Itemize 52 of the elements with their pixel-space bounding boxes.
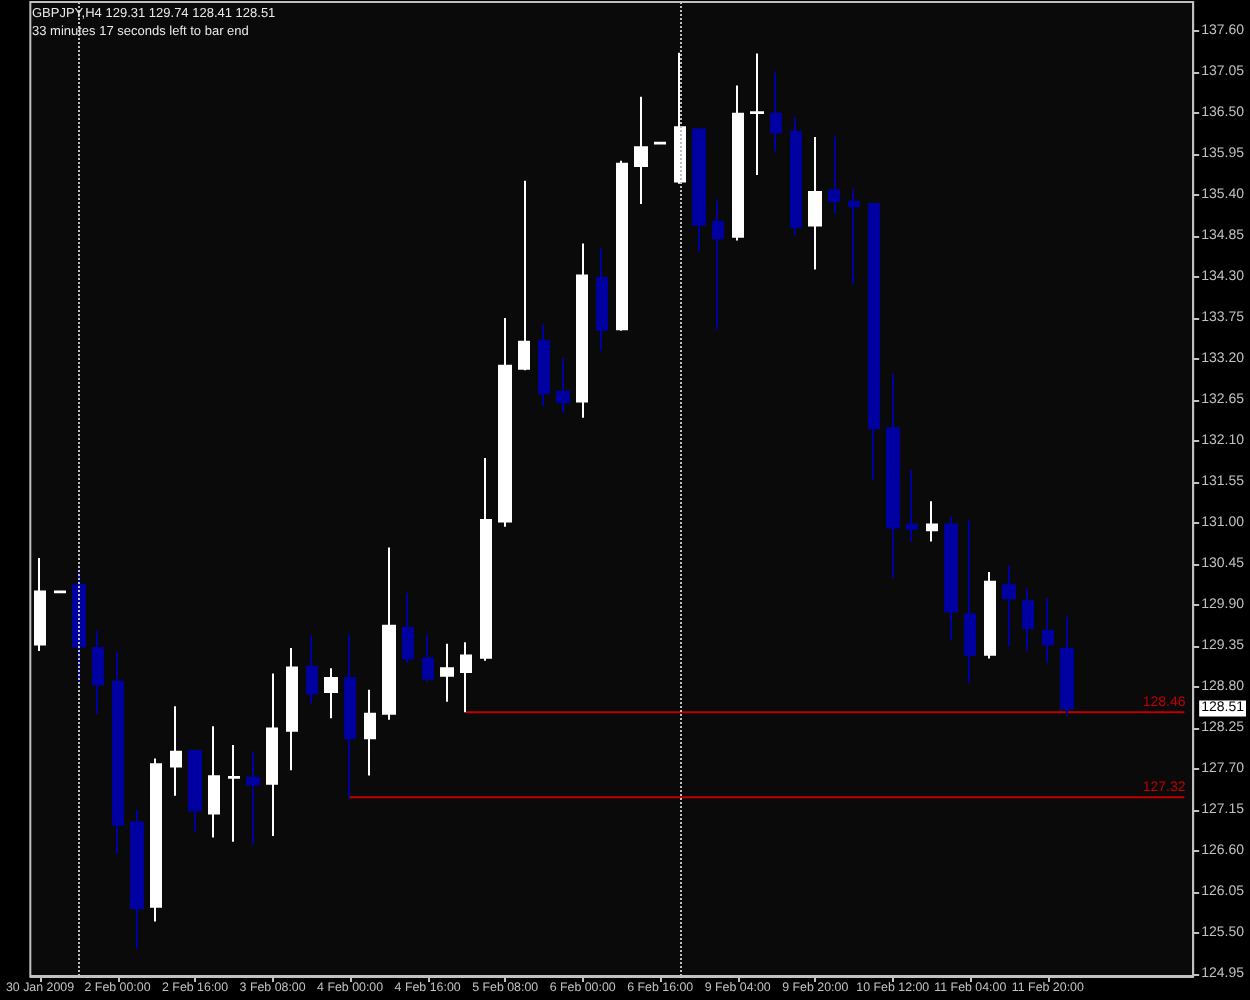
- candlestick: [808, 135, 822, 271]
- candlestick: [790, 116, 802, 237]
- candlestick: [518, 179, 530, 372]
- candlestick: [944, 515, 958, 641]
- candlestick: [498, 316, 512, 528]
- candlestick: [770, 70, 782, 154]
- candlestick: [616, 159, 628, 332]
- candlestick: [984, 571, 996, 660]
- candlestick: [344, 633, 356, 799]
- candlestick: [246, 750, 260, 846]
- candlestick: [926, 500, 938, 543]
- candlestick: [964, 518, 976, 685]
- candlestick: [886, 372, 900, 580]
- candlestick: [286, 647, 298, 772]
- candlestick: [674, 51, 686, 185]
- candlestick: [208, 725, 220, 839]
- candlestick: [306, 634, 318, 705]
- candlestick: [266, 672, 278, 837]
- candlestick: [112, 650, 124, 855]
- candlestick: [130, 808, 144, 950]
- candlestick: [440, 642, 454, 703]
- candlestick: [634, 95, 648, 205]
- candlestick: [402, 591, 414, 665]
- candlestick: [382, 546, 396, 721]
- candlestick: [170, 705, 182, 797]
- candlestick: [538, 322, 550, 407]
- candlestick: [1060, 615, 1074, 717]
- candlestick: [150, 757, 162, 923]
- candlestick: [460, 641, 472, 714]
- candlestick: [848, 188, 860, 286]
- candlestick: [906, 469, 918, 543]
- candlestick: [1022, 587, 1034, 653]
- candlestick: [712, 198, 724, 331]
- candlestick: [750, 52, 764, 176]
- candlestick: [828, 135, 840, 215]
- candlestick: [92, 629, 104, 715]
- candlestick: [1002, 564, 1016, 648]
- candlestick: [34, 556, 46, 653]
- candlestick: [556, 357, 570, 414]
- candlestick: [692, 126, 706, 253]
- candlestick: [228, 743, 240, 843]
- candlestick: [422, 633, 434, 683]
- candlestick: [576, 242, 588, 419]
- candlestick: [596, 246, 608, 352]
- candlestick: [188, 749, 202, 833]
- candlestick: [324, 667, 338, 720]
- candlestick: [732, 84, 744, 242]
- candlestick: [364, 688, 376, 777]
- candlestick: [480, 457, 492, 662]
- candlestick: [72, 568, 86, 685]
- candlestick: [1042, 597, 1054, 665]
- candlestick: [868, 202, 880, 481]
